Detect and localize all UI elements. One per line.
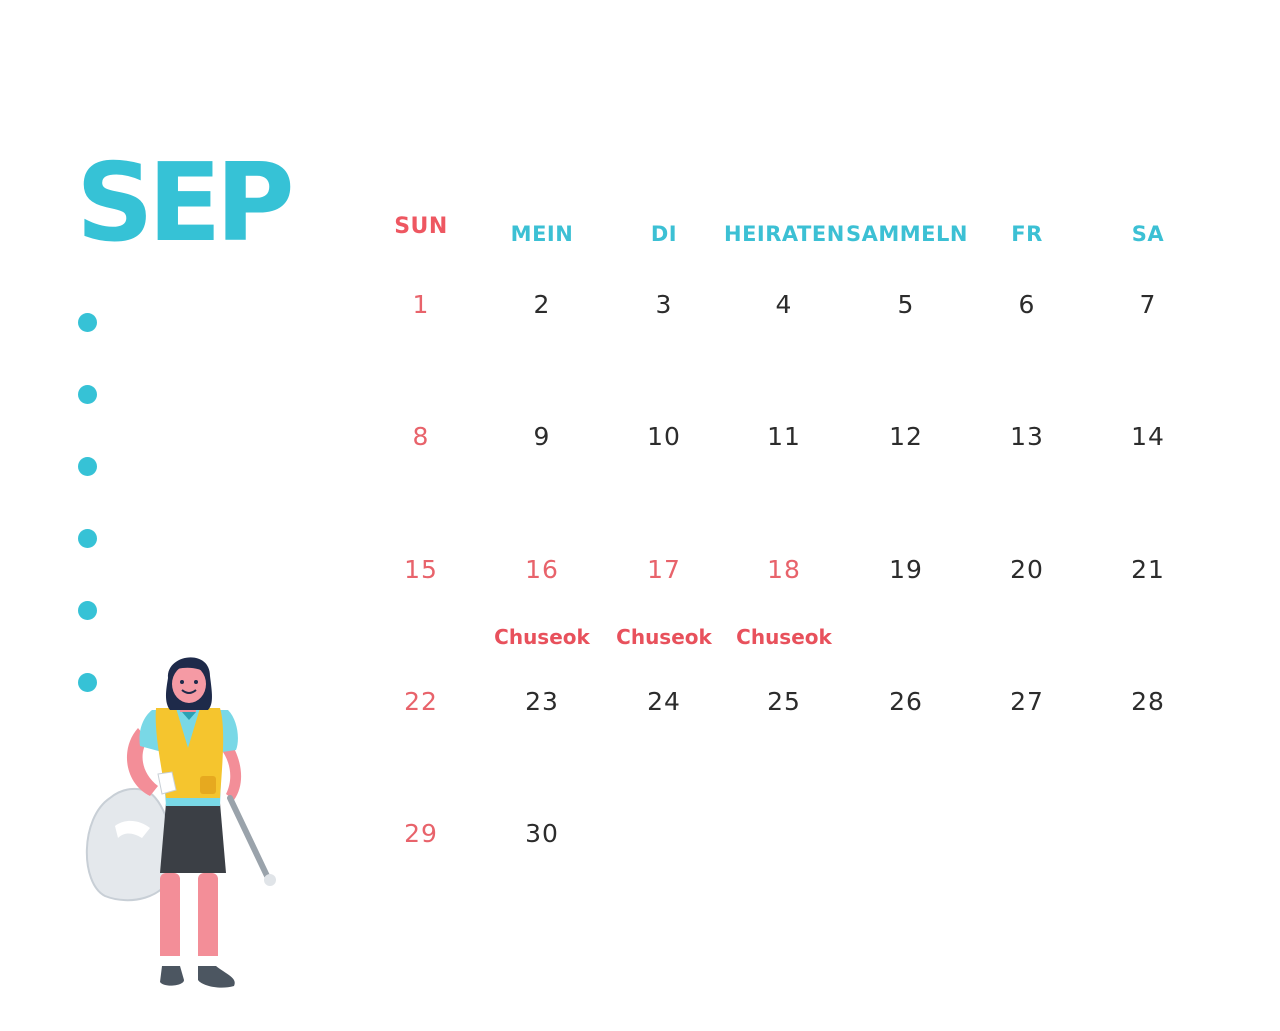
weekday-label: SAMMELN bbox=[846, 222, 968, 246]
calendar-day[interactable]: 14 bbox=[1131, 422, 1165, 451]
holiday-label: Chuseok bbox=[736, 625, 832, 649]
calendar-day[interactable]: 2 bbox=[533, 290, 551, 319]
bullet-dot bbox=[78, 529, 97, 548]
calendar-day[interactable]: 11 bbox=[767, 422, 801, 451]
calendar-day[interactable]: 20 bbox=[1010, 555, 1044, 584]
month-title: SEP bbox=[76, 141, 295, 266]
calendar-day[interactable]: 1 bbox=[412, 290, 430, 319]
calendar-day[interactable]: 25 bbox=[767, 687, 801, 716]
calendar-day[interactable]: 18 bbox=[767, 555, 801, 584]
calendar-day[interactable]: 8 bbox=[412, 422, 430, 451]
calendar-day[interactable]: 27 bbox=[1010, 687, 1044, 716]
calendar-day[interactable]: 10 bbox=[647, 422, 681, 451]
bullet-dot bbox=[78, 313, 97, 332]
calendar-day[interactable]: 29 bbox=[404, 819, 438, 848]
calendar-day[interactable]: 24 bbox=[647, 687, 681, 716]
weekday-label: HEIRATEN bbox=[724, 222, 845, 246]
calendar-day[interactable]: 22 bbox=[404, 687, 438, 716]
holiday-label: Chuseok bbox=[494, 625, 590, 649]
calendar-day[interactable]: 16 bbox=[525, 555, 559, 584]
bullet-dot bbox=[78, 457, 97, 476]
weekday-label: MEIN bbox=[510, 222, 574, 246]
calendar-day[interactable]: 12 bbox=[889, 422, 923, 451]
weekday-label: FR bbox=[1011, 222, 1043, 246]
bullet-dot bbox=[78, 385, 97, 404]
calendar-day[interactable]: 4 bbox=[775, 290, 793, 319]
calendar-day[interactable]: 17 bbox=[647, 555, 681, 584]
calendar-day[interactable]: 5 bbox=[897, 290, 915, 319]
holiday-label: Chuseok bbox=[616, 625, 712, 649]
calendar-day[interactable]: 28 bbox=[1131, 687, 1165, 716]
calendar-day[interactable]: 13 bbox=[1010, 422, 1044, 451]
calendar-day[interactable]: 7 bbox=[1139, 290, 1157, 319]
bullet-dot bbox=[78, 673, 97, 692]
calendar-day[interactable]: 30 bbox=[525, 819, 559, 848]
calendar-day[interactable]: 3 bbox=[655, 290, 673, 319]
calendar-day[interactable]: 15 bbox=[404, 555, 438, 584]
weekday-label: DI bbox=[650, 222, 678, 246]
weekday-label: SA bbox=[1131, 222, 1165, 246]
calendar-day[interactable]: 6 bbox=[1018, 290, 1036, 319]
calendar-day[interactable]: 19 bbox=[889, 555, 923, 584]
calendar-day[interactable]: 26 bbox=[889, 687, 923, 716]
calendar-day[interactable]: 23 bbox=[525, 687, 559, 716]
woman-volunteer-with-trash-bag-icon bbox=[85, 657, 276, 988]
bullet-dot bbox=[78, 601, 97, 620]
calendar-day[interactable]: 21 bbox=[1131, 555, 1165, 584]
weekday-label: SUN bbox=[394, 214, 448, 239]
calendar-day[interactable]: 9 bbox=[533, 422, 551, 451]
